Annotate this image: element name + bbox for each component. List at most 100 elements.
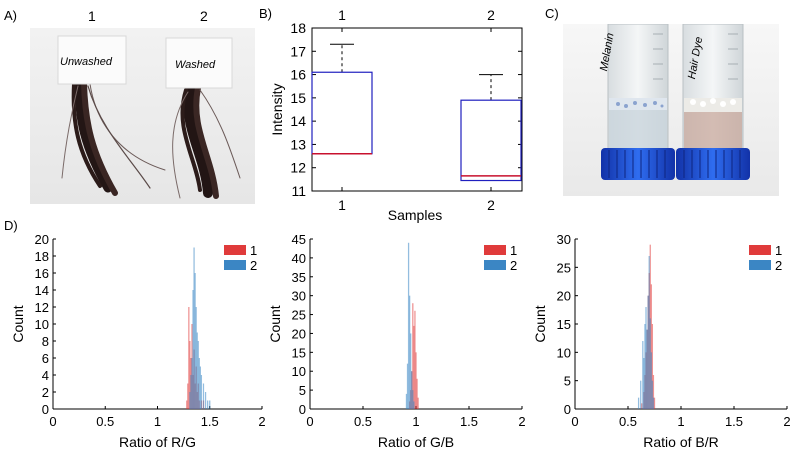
hist-bar-series-1 <box>650 284 652 409</box>
cap-hair-dye <box>676 148 750 180</box>
y-tick-label: 0 <box>299 402 306 417</box>
x-tick-label: 0.5 <box>96 414 114 429</box>
hair-photo <box>30 28 255 204</box>
hist-bar-series-1 <box>187 383 189 409</box>
hist-bar-series-2 <box>637 397 640 409</box>
x-tick-label: 0 <box>571 414 578 429</box>
legend-label-1: 1 <box>250 243 257 258</box>
hist-bar-series-2 <box>191 358 193 409</box>
bubbles-hair-dye <box>690 98 736 107</box>
y-tick-label: 15 <box>557 317 571 332</box>
hist-bar-series-2 <box>204 392 207 409</box>
hist-bar-series-1 <box>641 403 643 409</box>
y-tick-label: 45 <box>292 232 306 247</box>
y-tick-label: 18 <box>35 249 49 264</box>
y-tick-label: 14 <box>35 283 49 298</box>
legend-swatch-2 <box>749 260 771 270</box>
x-tick-label: 1 <box>412 414 419 429</box>
hist-bar-series-2 <box>193 247 195 409</box>
y-tick-label: 11 <box>291 183 306 199</box>
hist-bar-series-2 <box>196 332 198 409</box>
legend-label-1: 1 <box>775 243 782 258</box>
liquid-hair-dye <box>684 108 742 148</box>
hist-bar-series-2 <box>209 400 211 409</box>
y-tick-label: 20 <box>35 232 49 247</box>
x-axis-label: Ratio of B/R <box>643 434 718 450</box>
legend-swatch-1 <box>749 245 771 255</box>
x-tick-label: 0 <box>306 414 313 429</box>
y-axis-label: Count <box>270 305 283 342</box>
cap-melanin <box>601 148 675 180</box>
y-tick-label: 15 <box>290 90 306 106</box>
hist-bar-series-2 <box>643 358 645 409</box>
panel-label-b: B) <box>259 6 272 21</box>
y-tick-label: 30 <box>292 289 306 304</box>
y-axis-label: Count <box>535 305 548 342</box>
tag-unwashed <box>57 35 127 85</box>
hist-bar-series-2 <box>647 295 649 409</box>
hist-bar-series-1 <box>188 307 190 409</box>
hist-bar-series-2 <box>651 380 654 409</box>
x-tick-label: 2 <box>258 414 265 429</box>
hair-lock-1 <box>61 78 166 196</box>
hist-bar-series-1 <box>413 325 415 409</box>
y-tick-label: 18 <box>290 20 306 36</box>
hist-bar-series-2 <box>192 290 194 409</box>
x-tick-label: 2 <box>487 197 495 213</box>
hist-bar-series-2 <box>406 363 409 409</box>
hist-bar-series-2 <box>194 273 196 409</box>
panel-label-a: A) <box>4 8 17 23</box>
legend-label-1: 1 <box>510 243 517 258</box>
hist-bar-series-2 <box>190 375 192 409</box>
x-tick-label: 0.5 <box>619 414 637 429</box>
hist-bar-series-2 <box>413 401 415 409</box>
y-tick-label: 20 <box>292 326 306 341</box>
hist-bar-series-1 <box>417 397 419 409</box>
hist-bar-series-2 <box>652 397 655 409</box>
legend-swatch-1 <box>484 245 506 255</box>
y-tick-label: 17 <box>290 43 306 59</box>
sample-number-1: 1 <box>88 8 96 24</box>
tag-label-washed: Washed <box>175 59 216 71</box>
graduation-marks <box>653 33 738 80</box>
legend-label-2: 2 <box>775 258 782 273</box>
hist-bar-series-2 <box>405 393 408 409</box>
y-tick-label: 25 <box>292 308 306 323</box>
x-tick-label: 2 <box>783 414 790 429</box>
hist-bar-series-2 <box>197 341 199 409</box>
y-tick-label: 10 <box>35 317 49 332</box>
y-tick-label: 14 <box>290 113 306 129</box>
y-tick-label: 2 <box>42 385 49 400</box>
box-body <box>460 99 522 182</box>
y-tick-label: 13 <box>290 136 306 152</box>
y-tick-label: 0 <box>42 402 49 417</box>
y-axis-label: Count <box>10 305 26 342</box>
panel-label-c: C) <box>545 6 559 21</box>
y-tick-label: 4 <box>42 368 49 383</box>
hist-bar-series-1 <box>414 310 416 409</box>
sample-number-2: 2 <box>200 8 208 24</box>
y-tick-label: 16 <box>35 266 49 281</box>
bubbles-melanin <box>616 101 664 108</box>
y-tick-label: 6 <box>42 351 49 366</box>
hist-bar-series-1 <box>652 375 655 409</box>
hist-bar-series-1 <box>653 397 656 409</box>
cap-ridges <box>608 150 741 178</box>
y-axis-label: Intensity <box>269 83 285 135</box>
hist-bar-series-2 <box>411 371 413 409</box>
plot-frame <box>311 27 523 192</box>
hist-bar-series-1 <box>416 378 418 409</box>
hair-photo-drawing <box>30 28 255 204</box>
hist-bar-series-2 <box>410 333 412 409</box>
hist-bar-series-2 <box>645 307 647 409</box>
hist-bar-series-2 <box>409 295 411 409</box>
hair-lock-2 <box>172 83 241 199</box>
x-tick-label: 0 <box>49 414 56 429</box>
hist-bar-series-2 <box>649 318 651 409</box>
hist-bar-series-2 <box>199 366 201 409</box>
hist-bar-series-2 <box>189 392 191 409</box>
y-tick-label: 5 <box>299 383 306 398</box>
hist-bar-series-2 <box>198 358 200 409</box>
foam-hair-dye <box>684 98 742 112</box>
